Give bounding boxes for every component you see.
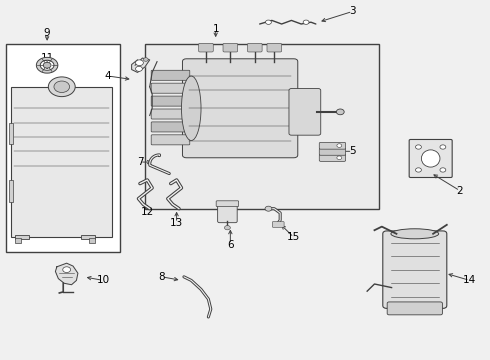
Circle shape	[416, 168, 421, 172]
FancyBboxPatch shape	[151, 122, 190, 132]
Text: 2: 2	[457, 186, 464, 196]
Bar	[9, 123, 13, 144]
Ellipse shape	[54, 81, 70, 93]
FancyBboxPatch shape	[247, 43, 262, 52]
FancyBboxPatch shape	[272, 222, 284, 227]
Circle shape	[224, 226, 230, 230]
FancyBboxPatch shape	[319, 148, 345, 155]
Bar	[11, 87, 112, 237]
Circle shape	[337, 156, 342, 159]
Text: 7: 7	[137, 157, 143, 167]
Text: 6: 6	[227, 239, 234, 249]
Polygon shape	[55, 263, 78, 285]
Ellipse shape	[391, 229, 439, 239]
Text: 12: 12	[141, 207, 154, 217]
Text: 13: 13	[170, 218, 183, 228]
Bar	[9, 180, 13, 202]
FancyBboxPatch shape	[182, 59, 298, 158]
Circle shape	[136, 60, 144, 66]
FancyBboxPatch shape	[218, 204, 237, 223]
FancyBboxPatch shape	[383, 231, 447, 309]
Circle shape	[136, 66, 143, 71]
Ellipse shape	[49, 77, 75, 96]
Text: 9: 9	[44, 28, 50, 38]
Text: 5: 5	[349, 146, 356, 156]
Text: 11: 11	[41, 53, 54, 63]
Polygon shape	[132, 58, 150, 72]
Circle shape	[336, 109, 344, 115]
FancyBboxPatch shape	[216, 201, 239, 207]
FancyBboxPatch shape	[151, 96, 190, 106]
FancyBboxPatch shape	[151, 70, 190, 80]
Circle shape	[144, 58, 148, 61]
FancyBboxPatch shape	[289, 89, 321, 135]
FancyBboxPatch shape	[319, 142, 345, 149]
Bar	[145, 44, 379, 209]
Bar	[15, 235, 29, 239]
Circle shape	[63, 267, 71, 273]
Circle shape	[303, 20, 309, 24]
Circle shape	[266, 20, 271, 24]
Bar	[81, 235, 95, 239]
Circle shape	[416, 145, 421, 149]
Bar	[89, 238, 95, 243]
Text: 4: 4	[105, 71, 112, 81]
Text: 14: 14	[463, 275, 476, 285]
FancyBboxPatch shape	[223, 43, 238, 52]
FancyBboxPatch shape	[319, 154, 345, 161]
Circle shape	[440, 145, 446, 149]
Bar	[5, 44, 121, 252]
Text: 10: 10	[97, 275, 110, 285]
Circle shape	[265, 206, 272, 211]
FancyBboxPatch shape	[387, 302, 442, 315]
FancyBboxPatch shape	[151, 83, 190, 93]
FancyBboxPatch shape	[267, 43, 282, 52]
Circle shape	[43, 62, 51, 68]
Text: 1: 1	[212, 24, 219, 35]
Text: 3: 3	[349, 6, 356, 17]
Ellipse shape	[181, 76, 201, 140]
FancyBboxPatch shape	[409, 139, 452, 177]
Ellipse shape	[421, 150, 440, 167]
Circle shape	[440, 168, 446, 172]
Text: 15: 15	[287, 232, 300, 242]
FancyBboxPatch shape	[151, 135, 190, 145]
Text: 8: 8	[159, 272, 165, 282]
FancyBboxPatch shape	[151, 109, 190, 119]
Circle shape	[337, 144, 342, 147]
FancyBboxPatch shape	[198, 43, 213, 52]
Bar	[15, 238, 21, 243]
